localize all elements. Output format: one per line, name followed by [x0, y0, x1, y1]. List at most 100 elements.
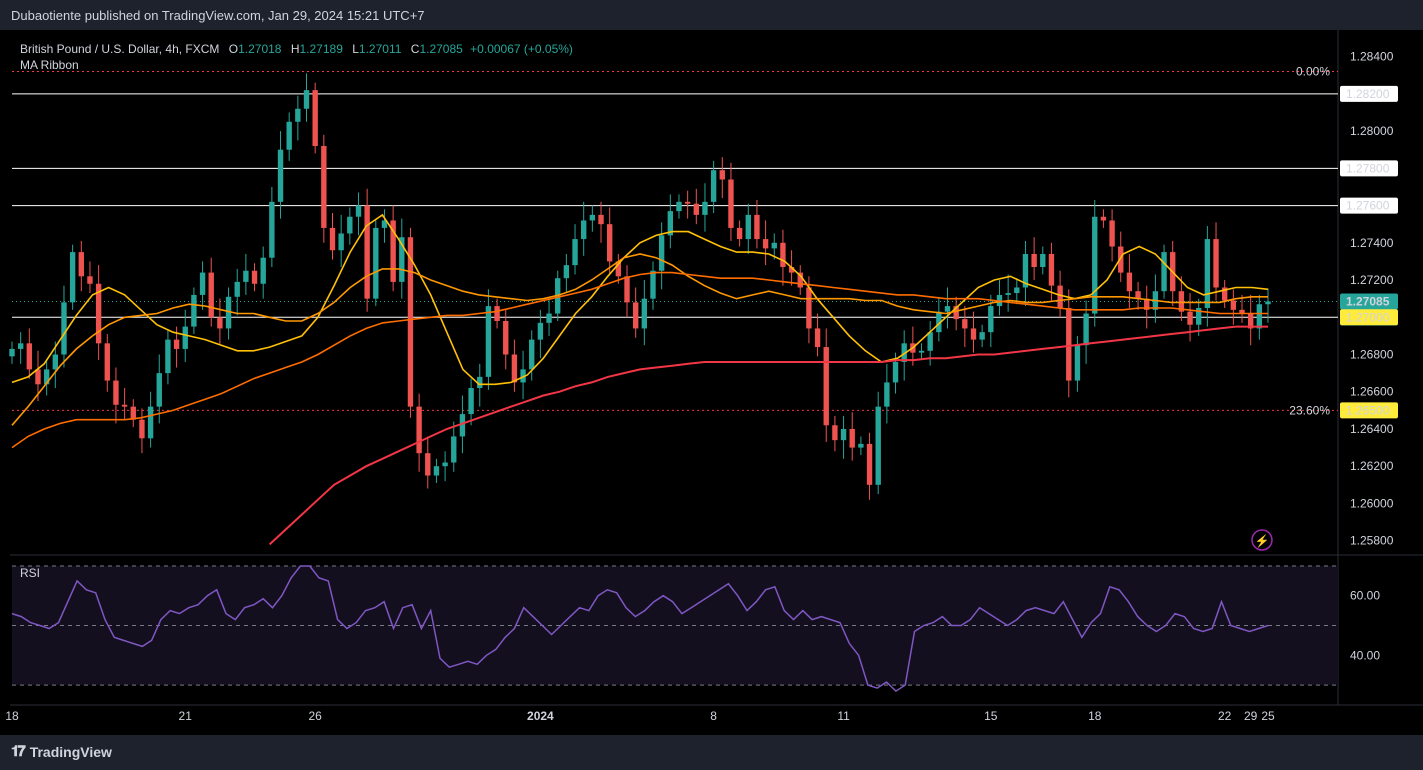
- candle-body: [9, 348, 15, 357]
- price-label-text: 1.28200: [1346, 87, 1390, 101]
- y-tick-label: 1.28400: [1350, 50, 1394, 64]
- x-tick-label: 8: [710, 709, 717, 723]
- candle-body: [1092, 216, 1098, 314]
- candle-body: [269, 201, 275, 258]
- y-tick-label: 1.26400: [1350, 422, 1394, 436]
- candle-body: [1196, 307, 1202, 325]
- candle-body: [719, 170, 725, 180]
- candle-body: [1256, 304, 1263, 329]
- candle-body: [1265, 301, 1271, 305]
- open-value: 1.27018: [238, 42, 282, 56]
- x-tick-label: 25: [1261, 709, 1275, 723]
- candle-body: [442, 462, 448, 467]
- candle-body: [1230, 300, 1237, 310]
- candle-body: [17, 343, 24, 349]
- candle-body: [745, 214, 751, 240]
- candle-body: [1048, 253, 1055, 286]
- candle-body: [26, 343, 33, 370]
- candle-body: [295, 108, 301, 122]
- x-tick-label: 15: [984, 709, 998, 723]
- candle-body: [1057, 285, 1063, 308]
- candle-body: [1144, 298, 1150, 310]
- candle-body: [113, 380, 119, 405]
- close-value: 1.27085: [419, 42, 463, 56]
- candle-body: [451, 436, 457, 463]
- candle-body: [1178, 291, 1185, 312]
- candle-body: [225, 296, 232, 329]
- candle-body: [962, 319, 968, 329]
- y-tick-label: 1.28000: [1350, 124, 1394, 138]
- candle-body: [624, 276, 630, 303]
- candle-body: [823, 347, 829, 426]
- ma-line: [11, 271, 1268, 449]
- candle-body: [1022, 253, 1029, 288]
- tradingview-logo[interactable]: 𝟏𝟕 TradingView: [11, 743, 112, 760]
- candle-body: [901, 343, 907, 362]
- candle-body: [840, 428, 847, 441]
- candle-body: [875, 406, 881, 485]
- price-label-box: [1340, 309, 1398, 326]
- candle-body: [728, 179, 734, 228]
- candle-body: [1066, 307, 1072, 381]
- candle-body: [243, 270, 249, 282]
- candle-body: [511, 354, 518, 383]
- indicator-name[interactable]: MA Ribbon: [20, 58, 79, 72]
- x-tick-label: 26: [308, 709, 322, 723]
- candle-body: [546, 313, 552, 323]
- candle-body: [1222, 287, 1228, 301]
- candle-body: [1161, 252, 1167, 292]
- rsi-band: [12, 565, 1338, 686]
- candle-body: [52, 354, 58, 370]
- candle-body: [537, 322, 544, 340]
- candle-body: [736, 227, 743, 240]
- candle-body: [130, 406, 136, 420]
- candle-body: [858, 443, 864, 448]
- candle-body: [468, 388, 474, 415]
- fib-label: 0.00%: [1296, 65, 1330, 79]
- candle-body: [1014, 287, 1020, 294]
- candle-body: [355, 205, 362, 217]
- candle-body: [884, 382, 890, 407]
- candle-body: [381, 220, 388, 228]
- open-label: O: [228, 42, 239, 56]
- candle-body: [702, 201, 708, 215]
- candle-body: [69, 252, 76, 303]
- candle-body: [61, 302, 67, 355]
- candle-body: [182, 326, 188, 349]
- candle-body: [1040, 253, 1046, 268]
- candle-body: [1126, 272, 1133, 292]
- candle-body: [199, 272, 206, 295]
- candle-body: [762, 239, 769, 249]
- candle-body: [788, 267, 795, 273]
- candle-body: [927, 332, 933, 351]
- candle-body: [251, 270, 258, 284]
- candle-body: [1031, 253, 1037, 268]
- candle-body: [303, 90, 310, 109]
- candle-body: [425, 453, 431, 476]
- candle-body: [373, 227, 379, 299]
- footer-bar: 𝟏𝟕 TradingView: [0, 735, 1423, 770]
- change-value: +0.00067 (+0.05%): [470, 42, 573, 56]
- candle-body: [1213, 239, 1219, 288]
- high-value: 1.27189: [299, 42, 343, 56]
- alert-icon: [1251, 529, 1273, 551]
- candle-body: [667, 211, 674, 236]
- candle-body: [589, 214, 596, 221]
- price-label-box: [1340, 197, 1398, 214]
- price-label-text: 1.27085: [1346, 294, 1390, 308]
- candle-body: [979, 332, 985, 340]
- legend: British Pound / U.S. Dollar, 4h, FXCM O1…: [20, 40, 573, 58]
- y-tick-label: 1.26200: [1350, 459, 1394, 473]
- candle-body: [771, 242, 777, 249]
- rsi-label[interactable]: RSI: [20, 566, 41, 580]
- ma-line: [268, 325, 1268, 546]
- candle-body: [563, 265, 570, 279]
- candle-body: [433, 466, 440, 476]
- x-tick-label: 18: [1088, 709, 1102, 723]
- x-tick-label: 11: [837, 709, 850, 723]
- high-label: H: [290, 42, 300, 56]
- candle-body: [485, 306, 492, 377]
- fib-label: 23.60%: [1289, 403, 1330, 417]
- price-label-box: [1340, 85, 1398, 102]
